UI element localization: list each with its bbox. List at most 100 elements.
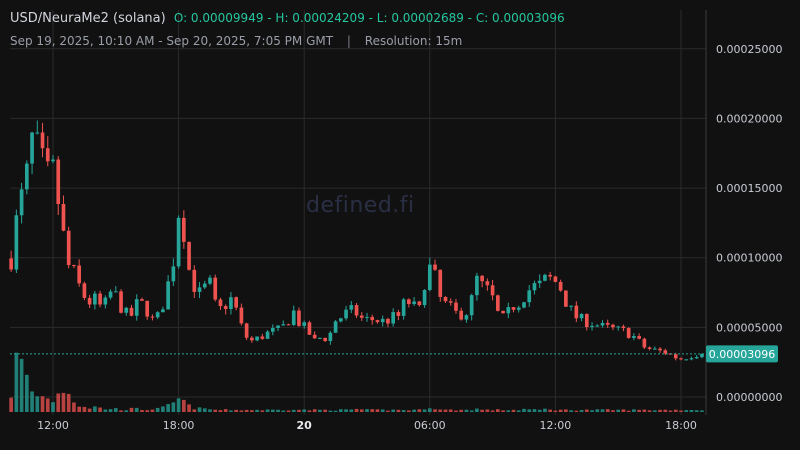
volume-bar xyxy=(291,409,296,412)
candle-body xyxy=(82,283,87,298)
candle-body xyxy=(485,281,490,286)
candle-body xyxy=(197,287,202,292)
volume-bar xyxy=(9,397,13,412)
volume-bar xyxy=(197,407,202,412)
candle-body xyxy=(318,337,322,339)
candle-body xyxy=(391,312,395,324)
x-tick-label: 06:00 xyxy=(414,419,446,432)
candle-body xyxy=(616,326,621,328)
x-tick-label: 12:00 xyxy=(540,419,572,432)
x-tick-label: 18:00 xyxy=(665,419,697,432)
candle-body xyxy=(250,337,254,341)
volume-bar xyxy=(182,399,186,412)
volume-bar xyxy=(469,410,474,412)
candle-body xyxy=(171,266,176,282)
volume-bar xyxy=(375,409,380,412)
candle-body xyxy=(223,306,228,310)
x-tick-label: 12:00 xyxy=(37,419,69,432)
candle-body xyxy=(532,283,537,291)
volume-bar xyxy=(51,402,55,412)
ohlc-readout: O: 0.00009949 - H: 0.00024209 - L: 0.000… xyxy=(173,11,565,25)
volume-bar xyxy=(155,407,160,412)
symbol-title: USD/NeuraMe2 (solana) xyxy=(10,11,166,26)
volume-bar xyxy=(611,410,615,412)
last-price-badge: 0.00003096 xyxy=(706,345,778,363)
candle-body xyxy=(537,280,542,284)
volume-bar xyxy=(359,409,364,412)
candle-body xyxy=(433,264,437,270)
volume-bar xyxy=(297,409,301,412)
volume-bar xyxy=(312,409,317,412)
candle-body xyxy=(302,322,307,326)
volume-bar xyxy=(333,410,338,412)
volume-bar xyxy=(584,409,589,412)
volume-bar xyxy=(438,409,443,412)
x-tick-label: 18:00 xyxy=(163,419,195,432)
volume-bar xyxy=(113,408,118,412)
volume-bar xyxy=(66,393,71,412)
candle-body xyxy=(422,290,427,306)
volume-bar xyxy=(642,409,647,412)
candle-body xyxy=(564,290,568,307)
volume-bar xyxy=(684,410,689,412)
candle-body xyxy=(61,203,66,231)
volume-bar xyxy=(647,410,652,412)
volume-bar xyxy=(595,409,600,412)
y-tick-label: 0.00020000 xyxy=(716,112,782,125)
time-axis[interactable]: 12:00 18:00 20 06:00 12:00 18:00 xyxy=(37,419,697,432)
volume-bar xyxy=(380,409,385,412)
separator: | xyxy=(346,34,351,48)
candle-body xyxy=(496,295,500,311)
candle-body xyxy=(51,159,55,162)
candle-body xyxy=(516,307,521,310)
candle-body xyxy=(66,230,71,266)
candle-body xyxy=(684,359,689,361)
volume-bar xyxy=(605,409,610,412)
candle-body xyxy=(56,159,61,204)
volume-bar xyxy=(354,408,359,412)
candle-body xyxy=(663,350,668,354)
candle-body xyxy=(679,358,683,360)
volume-bar xyxy=(396,409,401,412)
candle-body xyxy=(202,283,207,288)
candle-body xyxy=(579,314,584,319)
volume-bar xyxy=(234,409,238,412)
volume-bar xyxy=(480,409,484,412)
volume-bar xyxy=(448,409,453,412)
candle-body xyxy=(192,269,197,292)
volume-bar xyxy=(600,409,605,412)
candle-body xyxy=(642,338,647,348)
candle-body xyxy=(234,297,238,308)
candle-body xyxy=(182,217,186,242)
volume-bar xyxy=(72,402,76,412)
candle-body xyxy=(108,291,113,298)
volume-bar xyxy=(548,409,552,412)
candle-body xyxy=(113,291,118,293)
candle-body xyxy=(45,148,50,162)
candle-body xyxy=(323,337,327,342)
candle-body xyxy=(694,357,699,359)
candle-body xyxy=(548,274,552,277)
volume-bar xyxy=(192,409,197,412)
candle-body xyxy=(297,310,301,326)
candle-body xyxy=(621,326,626,329)
candle-body xyxy=(103,297,108,305)
volume-bar xyxy=(459,409,464,412)
candle-body xyxy=(448,301,453,303)
volume-bar xyxy=(129,407,134,412)
candle-body xyxy=(98,293,102,305)
volume-bar xyxy=(496,409,500,412)
candle-body xyxy=(370,316,375,321)
volume-bar xyxy=(176,398,181,412)
chart-subheader: Sep 19, 2025, 10:10 AM - Sep 20, 2025, 7… xyxy=(10,34,462,48)
candle-body xyxy=(501,310,505,314)
candle-body xyxy=(30,132,34,164)
candle-body xyxy=(459,310,464,320)
volume-bar xyxy=(386,410,390,412)
y-tick-label: 0.00015000 xyxy=(716,182,782,195)
price-axis[interactable]: 0.00025000 0.00020000 0.00015000 0.00010000… xyxy=(716,43,782,404)
volume-bar xyxy=(553,410,558,412)
volume-bar xyxy=(223,409,228,412)
volume-bar xyxy=(19,358,24,412)
